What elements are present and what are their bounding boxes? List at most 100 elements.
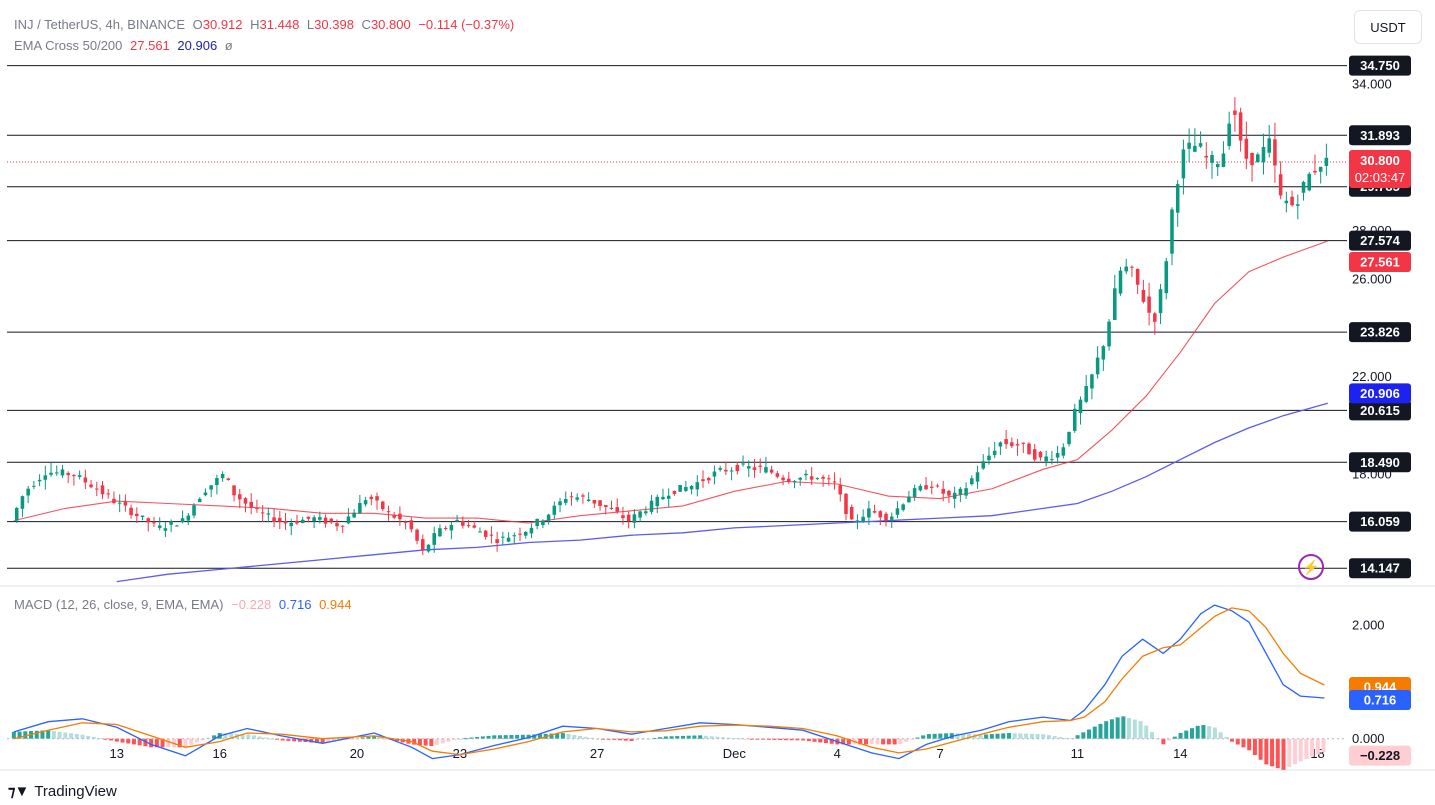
macd-histogram-bar [1121, 716, 1126, 739]
candle-body [701, 479, 705, 482]
macd-histogram-bar [698, 735, 703, 739]
candle-body [1158, 289, 1163, 314]
macd-histogram-bar [978, 734, 983, 739]
candle-body [941, 488, 945, 494]
macd-histogram-bar [1109, 719, 1114, 739]
level-price-label: 14.147 [1360, 561, 1400, 576]
macd-histogram-bar [114, 738, 119, 742]
candle-body [678, 485, 682, 492]
level-price-label: 20.615 [1360, 403, 1400, 418]
candle-body [1084, 386, 1088, 402]
candle-body [649, 500, 654, 512]
candle-body [352, 512, 356, 518]
candle-body [626, 514, 631, 522]
macd-histogram-bar [383, 738, 388, 740]
currency-unit-button[interactable]: USDT [1354, 10, 1422, 44]
ema-settings-icon[interactable]: ø [224, 38, 233, 53]
lightning-icon[interactable]: ⚡ [1298, 554, 1324, 580]
macd-histogram-bar [446, 738, 451, 742]
ema50-value: 27.561 [130, 38, 170, 53]
macd-histogram-bar [103, 738, 108, 740]
macd-histogram-bar [57, 731, 62, 739]
macd-histogram-bar [961, 733, 966, 739]
candle-body [1296, 204, 1300, 206]
macd-histogram-bar [1281, 738, 1286, 770]
macd-histogram-bar [818, 738, 823, 743]
level-price-label-bg [1349, 400, 1411, 421]
candle-body [220, 474, 225, 479]
macd-histogram-bar [806, 738, 811, 742]
candle-body [26, 488, 30, 496]
macd-histogram-bar [1006, 733, 1011, 739]
macd-histogram-bar [320, 738, 325, 744]
candle-body [340, 525, 345, 527]
candle-body [987, 455, 991, 461]
candle-body [523, 532, 528, 536]
macd-histogram-bar [892, 738, 897, 745]
macd-histogram-bar [503, 735, 508, 739]
macd-histogram-bar [1184, 730, 1189, 739]
macd-histogram-bar [1161, 738, 1166, 745]
macd-histogram-bar [738, 738, 743, 740]
macd-histogram-bar [955, 733, 960, 739]
candle-body [907, 496, 911, 503]
candle-body [1101, 346, 1106, 360]
macd-histogram-bar [263, 737, 268, 739]
macd-histogram-bar [1144, 725, 1149, 739]
candle-body [1204, 155, 1209, 158]
macd-histogram-bar [589, 737, 594, 739]
macd-histogram-bar [274, 738, 279, 740]
brand-footer[interactable]: ⁊▼ TradingView [8, 782, 117, 801]
macd-histogram-bar [212, 735, 217, 739]
candle-body [952, 492, 957, 499]
candle-body [1095, 357, 1100, 375]
candle-body [146, 518, 151, 523]
macd-histogram-bar [1241, 738, 1246, 748]
signal-value: 0.944 [319, 597, 352, 612]
candle-body [735, 464, 740, 472]
macd-histogram-bar [1029, 733, 1034, 739]
macd-histogram-bar [326, 738, 331, 743]
macd-histogram-bar [452, 738, 457, 741]
macd-histogram-bar [46, 730, 51, 739]
time-tick-label: 14 [1173, 746, 1187, 761]
macd-histogram-bar [286, 738, 291, 741]
candle-body [449, 524, 454, 531]
macd-histogram-bar [932, 733, 937, 739]
macd-histogram-bar [938, 733, 943, 739]
candle-body [1193, 145, 1197, 152]
macd-histogram-bar [240, 733, 245, 739]
macd-histogram-bar [377, 737, 382, 739]
ema-legend[interactable]: EMA Cross 50/200 27.561 20.906 ø [14, 38, 233, 53]
candle-body [861, 516, 865, 522]
candle-body [243, 498, 248, 504]
macd-value: 0.716 [278, 597, 312, 612]
macd-histogram-bar [154, 738, 159, 748]
macd-histogram-bar [475, 737, 480, 739]
macd-histogram-bar [1287, 738, 1292, 768]
macd-histogram-bar [549, 733, 554, 739]
candle-body [157, 525, 162, 528]
macd-histogram-bar [1304, 738, 1309, 760]
macd-histogram-bar [984, 734, 989, 739]
candle-body [237, 494, 242, 500]
macd-histogram-bar [200, 738, 205, 741]
macd-histogram-bar [1195, 725, 1200, 739]
candle-body [535, 519, 539, 526]
candle-body [1090, 374, 1094, 389]
macd-histogram-bar [778, 738, 783, 741]
candle-body [175, 525, 179, 527]
candle-body [975, 472, 980, 482]
candle-body [312, 517, 316, 522]
macd-legend[interactable]: MACD (12, 26, close, 9, EMA, EMA) −0.228… [14, 597, 352, 612]
candle-body [306, 516, 311, 519]
candle-body [1113, 288, 1117, 320]
candle-body [1015, 444, 1020, 446]
candle-body [575, 497, 579, 500]
candle-body [1032, 449, 1037, 460]
macd-histogram-bar [1224, 737, 1229, 739]
candle-body [1147, 296, 1151, 313]
candle-body [169, 521, 173, 525]
candle-body [798, 477, 803, 480]
